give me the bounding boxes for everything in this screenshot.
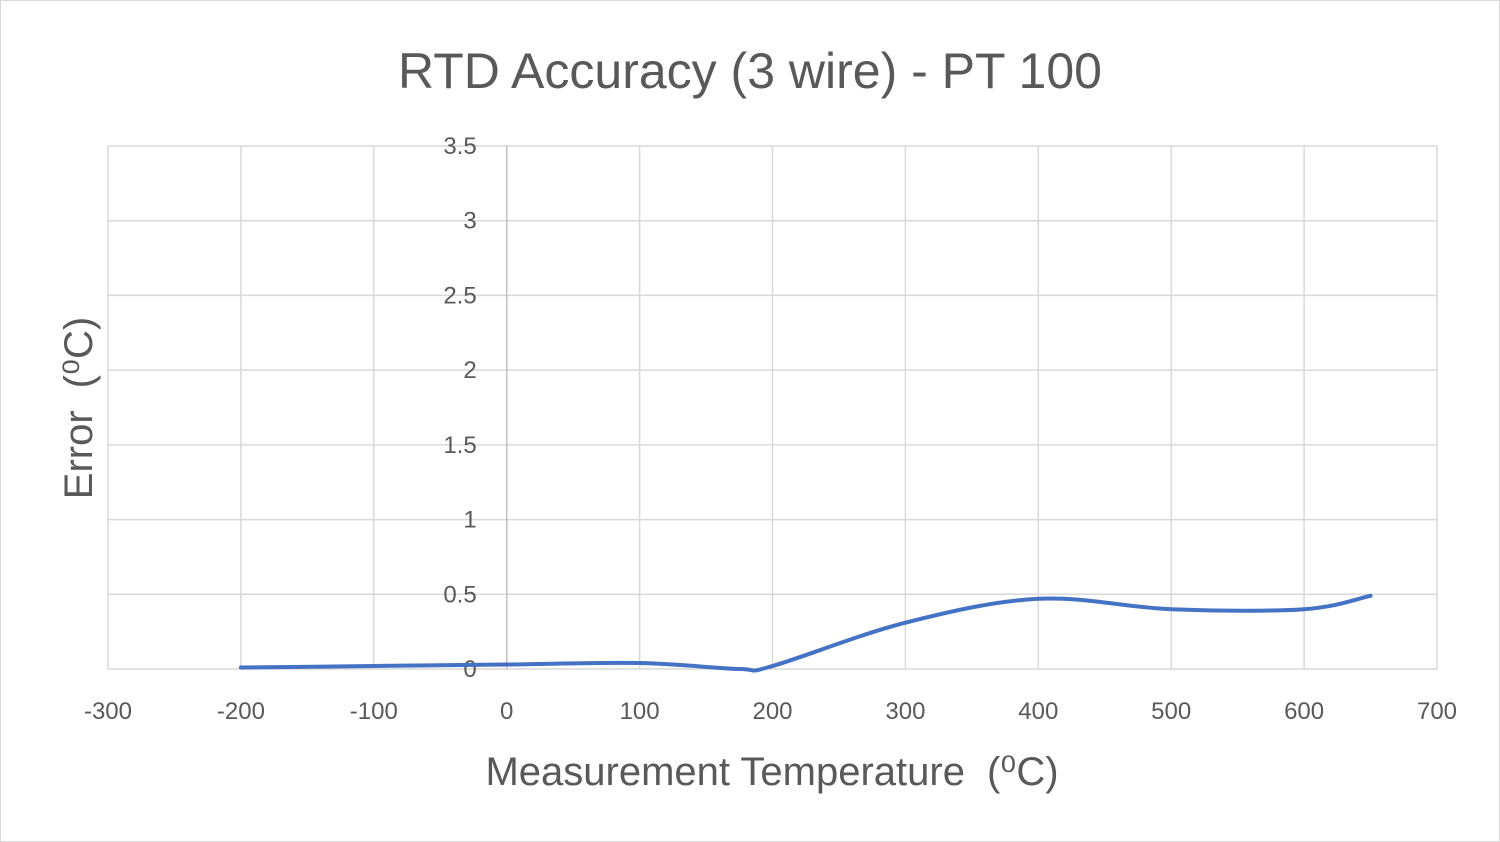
y-tick-label: 1.5: [443, 432, 476, 459]
y-tick-label: 1: [463, 507, 476, 534]
y-axis-unit: (⁰C): [57, 317, 101, 389]
x-axis-title: Measurement Temperature (⁰C): [485, 750, 1058, 794]
x-tick-labels: -300 -200 -100 0 100 200 300 400 500 600 700: [84, 698, 1457, 725]
x-tick-label: -300: [84, 698, 132, 725]
y-tick-label: 3: [463, 208, 476, 235]
x-tick-label: 100: [620, 698, 660, 725]
series-line: [238, 593, 1373, 673]
x-tick-label: -100: [350, 698, 398, 725]
x-tick-label: 700: [1417, 698, 1457, 725]
x-tick-label: 400: [1018, 698, 1058, 725]
y-tick-label: 0.5: [443, 581, 476, 608]
y-axis-label: Error: [57, 410, 101, 499]
x-tick-label: 0: [500, 698, 513, 725]
x-tick-label: 300: [885, 698, 925, 725]
series-layer: [238, 593, 1373, 673]
chart-title: RTD Accuracy (3 wire) - PT 100: [398, 43, 1102, 99]
x-tick-label: 200: [752, 698, 792, 725]
y-tick-label: 3.5: [443, 133, 476, 160]
y-tick-label: 2.5: [443, 282, 476, 309]
y-tick-label: 0: [463, 656, 476, 683]
y-axis-title: Error (⁰C): [57, 317, 101, 499]
x-axis-unit: (⁰C): [987, 750, 1059, 794]
x-tick-label: 600: [1284, 698, 1324, 725]
y-tick-label: 2: [463, 357, 476, 384]
y-tick-labels: 0 0.5 1 1.5 2 2.5 3 3.5: [443, 133, 476, 683]
x-tick-label: -200: [217, 698, 265, 725]
grid-layer: [107, 145, 1438, 670]
x-tick-label: 500: [1151, 698, 1191, 725]
x-axis-label: Measurement Temperature: [485, 750, 965, 794]
